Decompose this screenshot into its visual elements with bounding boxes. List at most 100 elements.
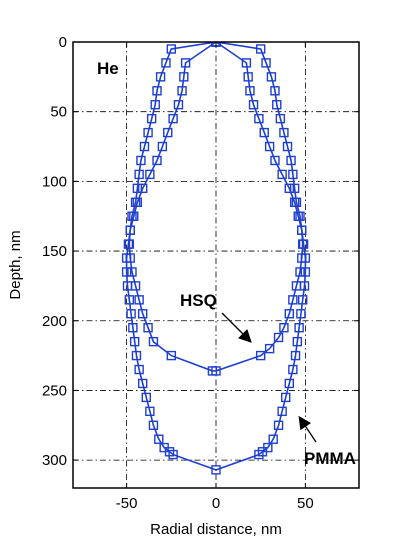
data-point-pmma (248, 100, 259, 110)
data-point-pmma (241, 58, 252, 68)
data-point-hsq (288, 295, 298, 305)
data-point-hsq (207, 366, 218, 376)
data-point-hsq (266, 72, 277, 82)
data-point-pmma (268, 434, 278, 444)
data-point-pmma (290, 350, 301, 361)
data-point-pmma (123, 239, 134, 249)
plot-background (73, 42, 359, 488)
data-point-pmma (300, 267, 311, 277)
data-point-pmma (121, 253, 132, 263)
data-point-pmma (159, 442, 169, 453)
data-point-pmma (297, 225, 307, 235)
data-point-pmma (288, 364, 298, 375)
data-point-pmma (284, 378, 294, 389)
data-point-hsq (146, 113, 157, 124)
data-point-pmma (277, 169, 287, 180)
x-tick-label: 50 (297, 495, 314, 512)
series-layer (121, 42, 311, 475)
data-point-hsq (138, 309, 148, 319)
data-point-pmma (145, 169, 155, 180)
data-point-hsq (143, 323, 153, 333)
data-point-hsq (150, 100, 160, 110)
data-point-pmma (157, 141, 168, 152)
data-point-pmma (141, 392, 151, 403)
annotation-pmma-arrow (298, 415, 317, 443)
data-point-hsq (272, 100, 282, 110)
data-point-hsq (166, 350, 177, 361)
data-point-hsq (270, 86, 280, 96)
data-point-hsq (284, 309, 294, 319)
x-tick-label: -50 (116, 495, 138, 512)
data-point-pmma (180, 58, 191, 68)
annotation-hsq-arrow (221, 312, 252, 343)
data-point-pmma (273, 420, 284, 430)
data-point-hsq (255, 44, 266, 54)
data-point-pmma (264, 141, 275, 152)
data-point-pmma (122, 281, 133, 291)
data-point-pmma (126, 309, 136, 319)
data-point-pmma (145, 406, 155, 417)
data-point-hsq (255, 350, 266, 361)
data-point-pmma (292, 336, 303, 347)
data-point-hsq (143, 127, 153, 138)
data-point-hsq (279, 127, 289, 138)
tick-labels: -50 0 50 0 50 100 150 200 250 300 (42, 34, 314, 512)
data-point-hsq (295, 267, 305, 277)
data-point-pmma (134, 364, 144, 375)
data-point-pmma (131, 350, 142, 361)
data-point-hsq (134, 295, 144, 305)
data-point-hsq (282, 141, 293, 152)
data-point-pmma (277, 406, 287, 417)
data-point-hsq (139, 141, 150, 152)
data-point-pmma (243, 72, 253, 82)
data-point-pmma (173, 100, 184, 110)
data-point-pmma (281, 392, 291, 403)
data-point-pmma (163, 127, 173, 138)
data-point-pmma (298, 239, 309, 249)
data-point-hsq (127, 267, 137, 277)
data-point-hsq (279, 323, 289, 333)
data-point-pmma (168, 113, 178, 124)
data-point-pmma (129, 211, 139, 221)
y-tick-label: 50 (50, 104, 67, 121)
y-tick-label: 150 (42, 243, 67, 260)
data-point-pmma (177, 86, 187, 96)
data-point-pmma (294, 323, 304, 333)
data-point-pmma (293, 211, 303, 221)
data-point-hsq (286, 155, 296, 166)
panel-label: He (97, 59, 119, 78)
data-point-pmma (154, 434, 164, 444)
data-point-hsq (288, 169, 298, 180)
data-point-pmma (296, 309, 306, 319)
data-point-pmma (245, 86, 255, 96)
data-point-pmma (211, 465, 221, 475)
annotation-pmma-label: PMMA (304, 449, 356, 468)
data-point-pmma (300, 253, 311, 263)
data-point-hsq (264, 343, 275, 354)
x-tick-label: 0 (212, 495, 220, 512)
y-tick-label: 0 (59, 34, 67, 51)
y-tick-label: 100 (42, 173, 67, 190)
data-point-hsq (261, 58, 271, 68)
data-point-pmma (254, 449, 264, 460)
data-point-pmma (121, 267, 132, 277)
data-point-hsq (152, 86, 162, 96)
data-point-hsq (161, 58, 171, 68)
data-point-hsq (273, 332, 284, 343)
x-axis-label: Radial distance, nm (150, 521, 282, 538)
data-point-hsq (166, 44, 177, 54)
data-point-pmma (128, 323, 138, 333)
data-point-pmma (132, 197, 143, 207)
y-tick-label: 300 (42, 452, 67, 469)
data-point-hsq (275, 113, 286, 124)
data-point-hsq (134, 169, 144, 180)
data-point-pmma (129, 336, 140, 347)
y-tick-label: 200 (42, 313, 67, 330)
data-point-hsq (136, 155, 146, 166)
data-point-pmma (254, 113, 264, 124)
data-point-pmma (148, 420, 159, 430)
data-point-pmma (125, 225, 135, 235)
ticks (73, 41, 359, 488)
data-point-pmma (284, 183, 294, 194)
